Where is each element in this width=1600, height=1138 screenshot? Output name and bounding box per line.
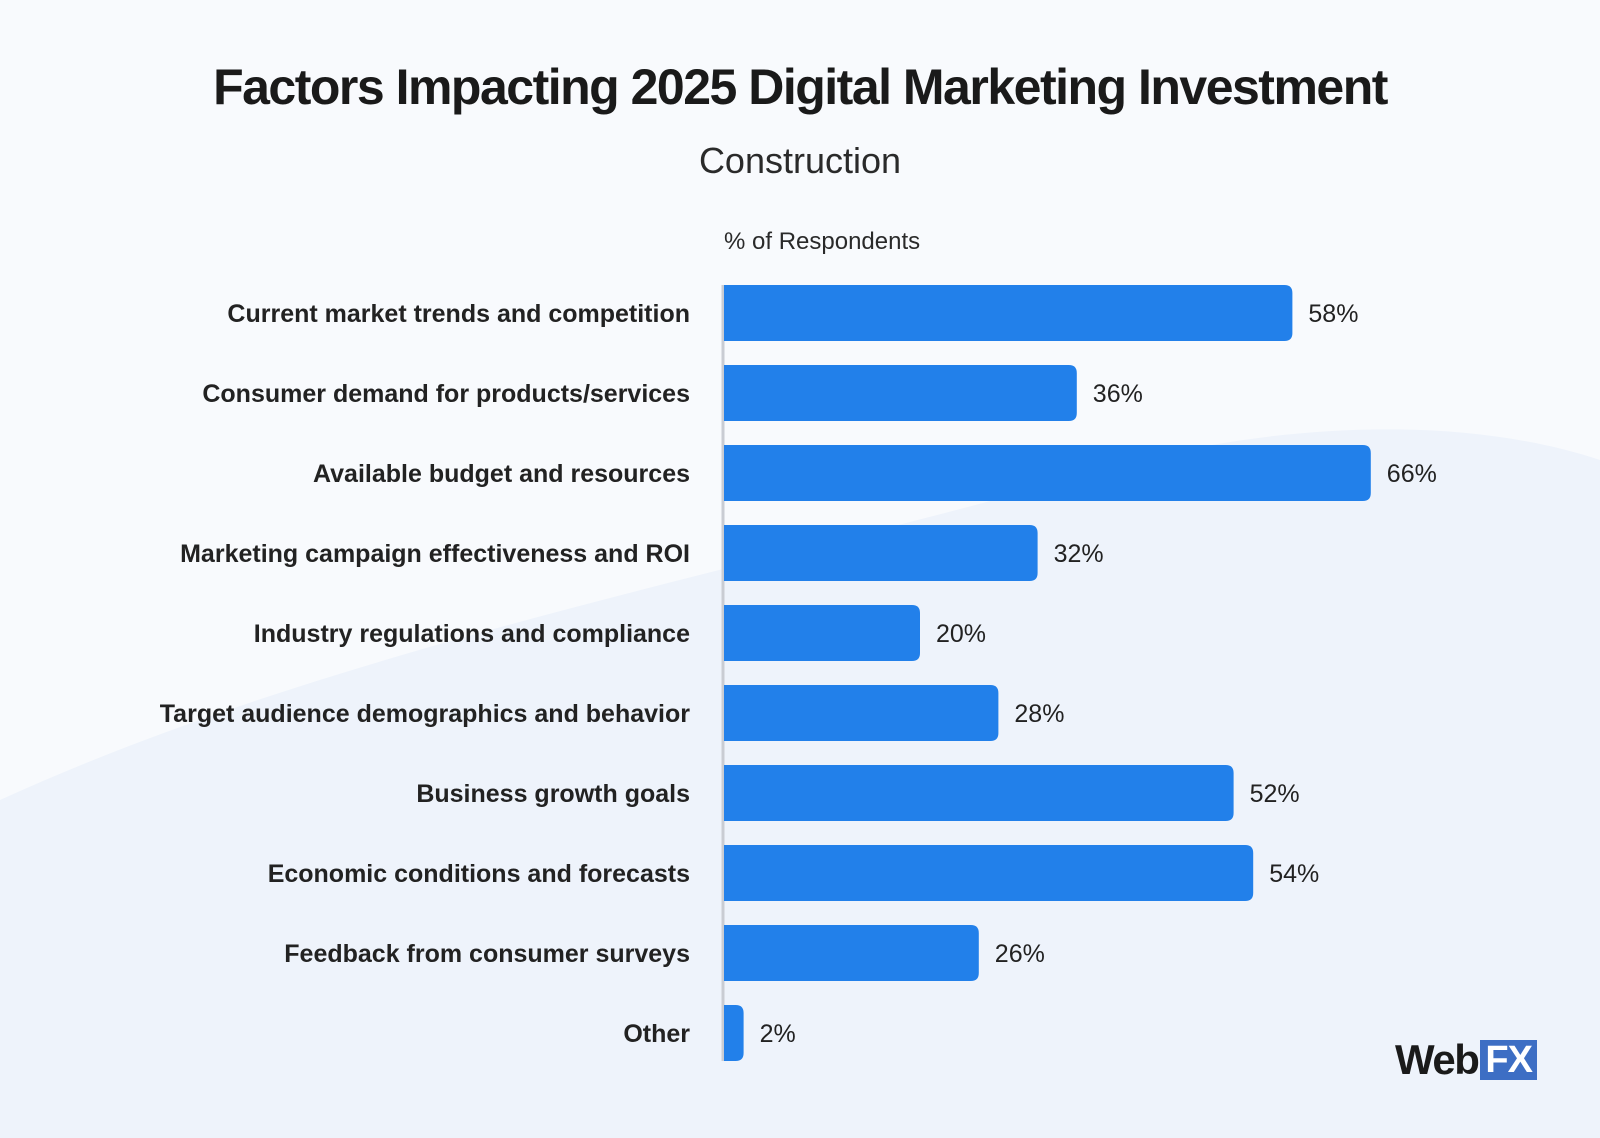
value-label: 2% — [760, 1020, 796, 1048]
value-label: 66% — [1387, 460, 1437, 488]
category-label: Consumer demand for products/services — [202, 380, 690, 408]
value-label: 20% — [936, 620, 986, 648]
bar — [724, 925, 979, 981]
value-label: 32% — [1054, 540, 1104, 568]
logo-fx-badge: FX — [1480, 1039, 1537, 1081]
logo-web-text: Web — [1395, 1036, 1480, 1083]
chart-title: Factors Impacting 2025 Digital Marketing… — [213, 59, 1388, 115]
category-label: Current market trends and competition — [227, 300, 690, 328]
bar — [724, 685, 999, 741]
bar — [724, 845, 1254, 901]
bar — [724, 285, 1293, 341]
value-label: 58% — [1308, 300, 1358, 328]
category-label: Business growth goals — [416, 780, 690, 808]
bar — [724, 605, 920, 661]
value-label: 54% — [1269, 860, 1319, 888]
category-label: Industry regulations and compliance — [254, 620, 690, 648]
value-label: 26% — [995, 940, 1045, 968]
x-axis-label: % of Respondents — [724, 228, 921, 255]
chart-subtitle: Construction — [698, 140, 902, 181]
category-label: Economic conditions and forecasts — [268, 860, 690, 888]
value-label: 36% — [1093, 380, 1143, 408]
value-label: 28% — [1014, 700, 1064, 728]
bar — [724, 365, 1077, 421]
bar — [724, 445, 1371, 501]
category-label: Target audience demographics and behavio… — [160, 700, 690, 728]
value-label: 52% — [1250, 780, 1300, 808]
category-label: Other — [623, 1020, 690, 1048]
category-label: Feedback from consumer surveys — [284, 940, 690, 968]
bar — [724, 1005, 744, 1061]
webfx-logo: Web FX — [1395, 1036, 1537, 1083]
bar — [724, 765, 1234, 821]
category-label: Available budget and resources — [313, 460, 690, 488]
category-label: Marketing campaign effectiveness and ROI — [180, 540, 690, 568]
bar — [724, 525, 1038, 581]
